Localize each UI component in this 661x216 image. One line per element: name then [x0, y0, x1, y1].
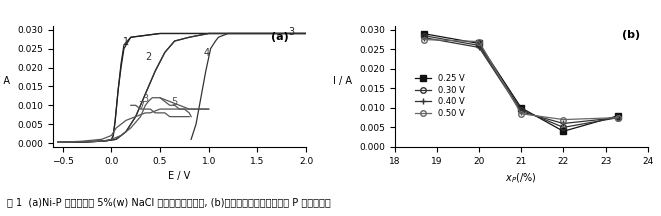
X-axis label: E / V: E / V: [169, 171, 190, 181]
0.30 V: [559, 126, 567, 129]
Y-axis label: I / A: I / A: [0, 76, 10, 86]
0.40 V: [614, 116, 622, 119]
0.50 V: [559, 118, 567, 121]
0.40 V: [420, 36, 428, 39]
0.50 V: [420, 38, 428, 41]
0.25 V: [614, 114, 622, 117]
0.40 V: [559, 122, 567, 125]
Line: 0.50 V: 0.50 V: [421, 37, 621, 122]
Text: (a): (a): [270, 32, 288, 42]
Text: 2: 2: [145, 52, 151, 62]
0.25 V: [518, 106, 525, 109]
Text: 1: 1: [123, 37, 129, 47]
0.25 V: [420, 32, 428, 35]
0.30 V: [420, 34, 428, 37]
Text: 图 1  (a)Ni-P 化学镀层在 5%(w) NaCl 溶液中的伏安曲线, (b)不同电位下的腐蚀电流和 P 含量的关系: 图 1 (a)Ni-P 化学镀层在 5%(w) NaCl 溶液中的伏安曲线, (…: [7, 197, 330, 207]
X-axis label: $x_P$(/%): $x_P$(/%): [506, 171, 537, 185]
0.40 V: [518, 110, 525, 113]
Text: 4: 4: [204, 48, 210, 58]
0.30 V: [518, 108, 525, 111]
Line: 0.30 V: 0.30 V: [421, 33, 621, 130]
Text: 7: 7: [139, 101, 145, 111]
0.50 V: [475, 40, 483, 43]
0.30 V: [614, 116, 622, 119]
0.25 V: [475, 42, 483, 45]
Y-axis label: I / A: I / A: [333, 76, 352, 86]
0.50 V: [614, 116, 622, 119]
0.30 V: [475, 44, 483, 47]
0.25 V: [559, 130, 567, 133]
Text: 3: 3: [143, 94, 149, 103]
Text: 5: 5: [172, 97, 178, 107]
Text: 3: 3: [288, 27, 295, 37]
0.50 V: [518, 112, 525, 115]
Line: 0.25 V: 0.25 V: [421, 31, 621, 134]
Line: 0.40 V: 0.40 V: [420, 34, 622, 127]
Legend: 0.25 V, 0.30 V, 0.40 V, 0.50 V: 0.25 V, 0.30 V, 0.40 V, 0.50 V: [411, 71, 469, 121]
Text: (b): (b): [622, 30, 641, 40]
0.40 V: [475, 46, 483, 49]
